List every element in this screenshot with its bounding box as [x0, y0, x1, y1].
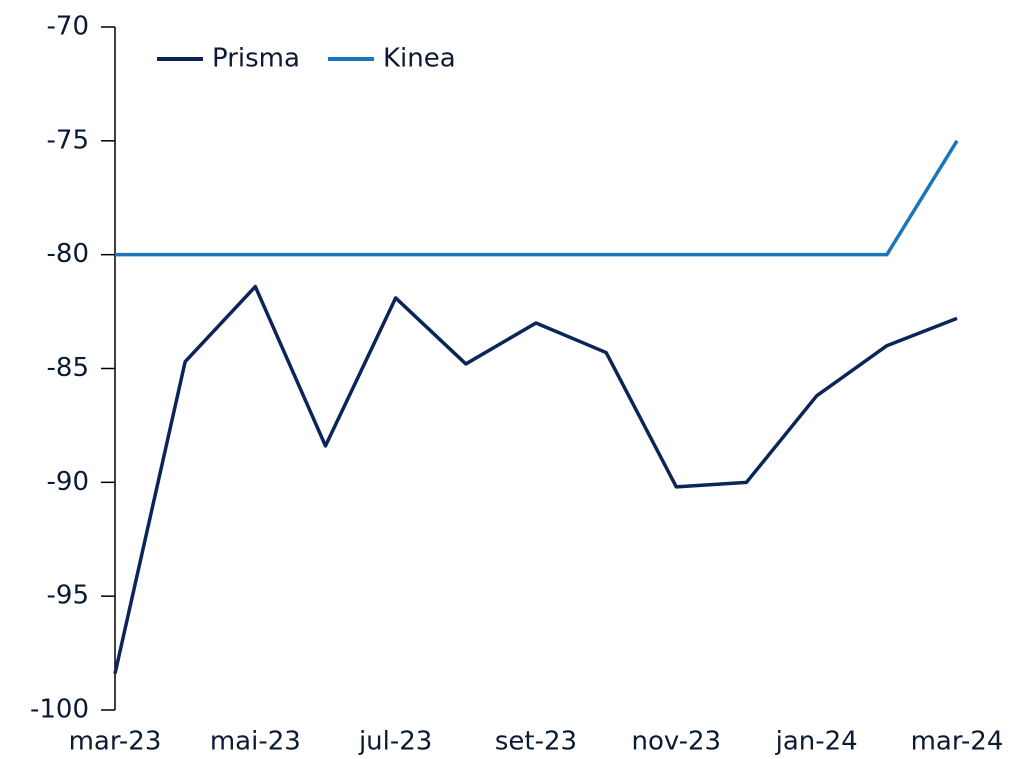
x-tick-label: mar-24 [911, 727, 1004, 757]
x-tick-label: jan-24 [775, 727, 858, 757]
x-tick-label: mai-23 [210, 727, 301, 757]
y-tick-label: -95 [47, 581, 89, 611]
y-tick-label: -100 [30, 695, 89, 725]
y-tick-label: -75 [47, 125, 89, 155]
x-tick-label: nov-23 [632, 727, 722, 757]
series-line [115, 139, 959, 257]
y-tick-label: -90 [47, 467, 89, 497]
x-tick-label: set-23 [495, 727, 577, 757]
y-tick-label: -70 [47, 12, 89, 42]
legend-label: Prisma [212, 44, 300, 74]
y-tick-label: -80 [47, 239, 89, 269]
x-tick-label: jul-23 [358, 727, 432, 757]
x-tick-label: mar-23 [69, 727, 162, 757]
legend-label: Kinea [383, 44, 456, 74]
y-tick-label: -85 [47, 353, 89, 383]
series-line [113, 284, 958, 674]
